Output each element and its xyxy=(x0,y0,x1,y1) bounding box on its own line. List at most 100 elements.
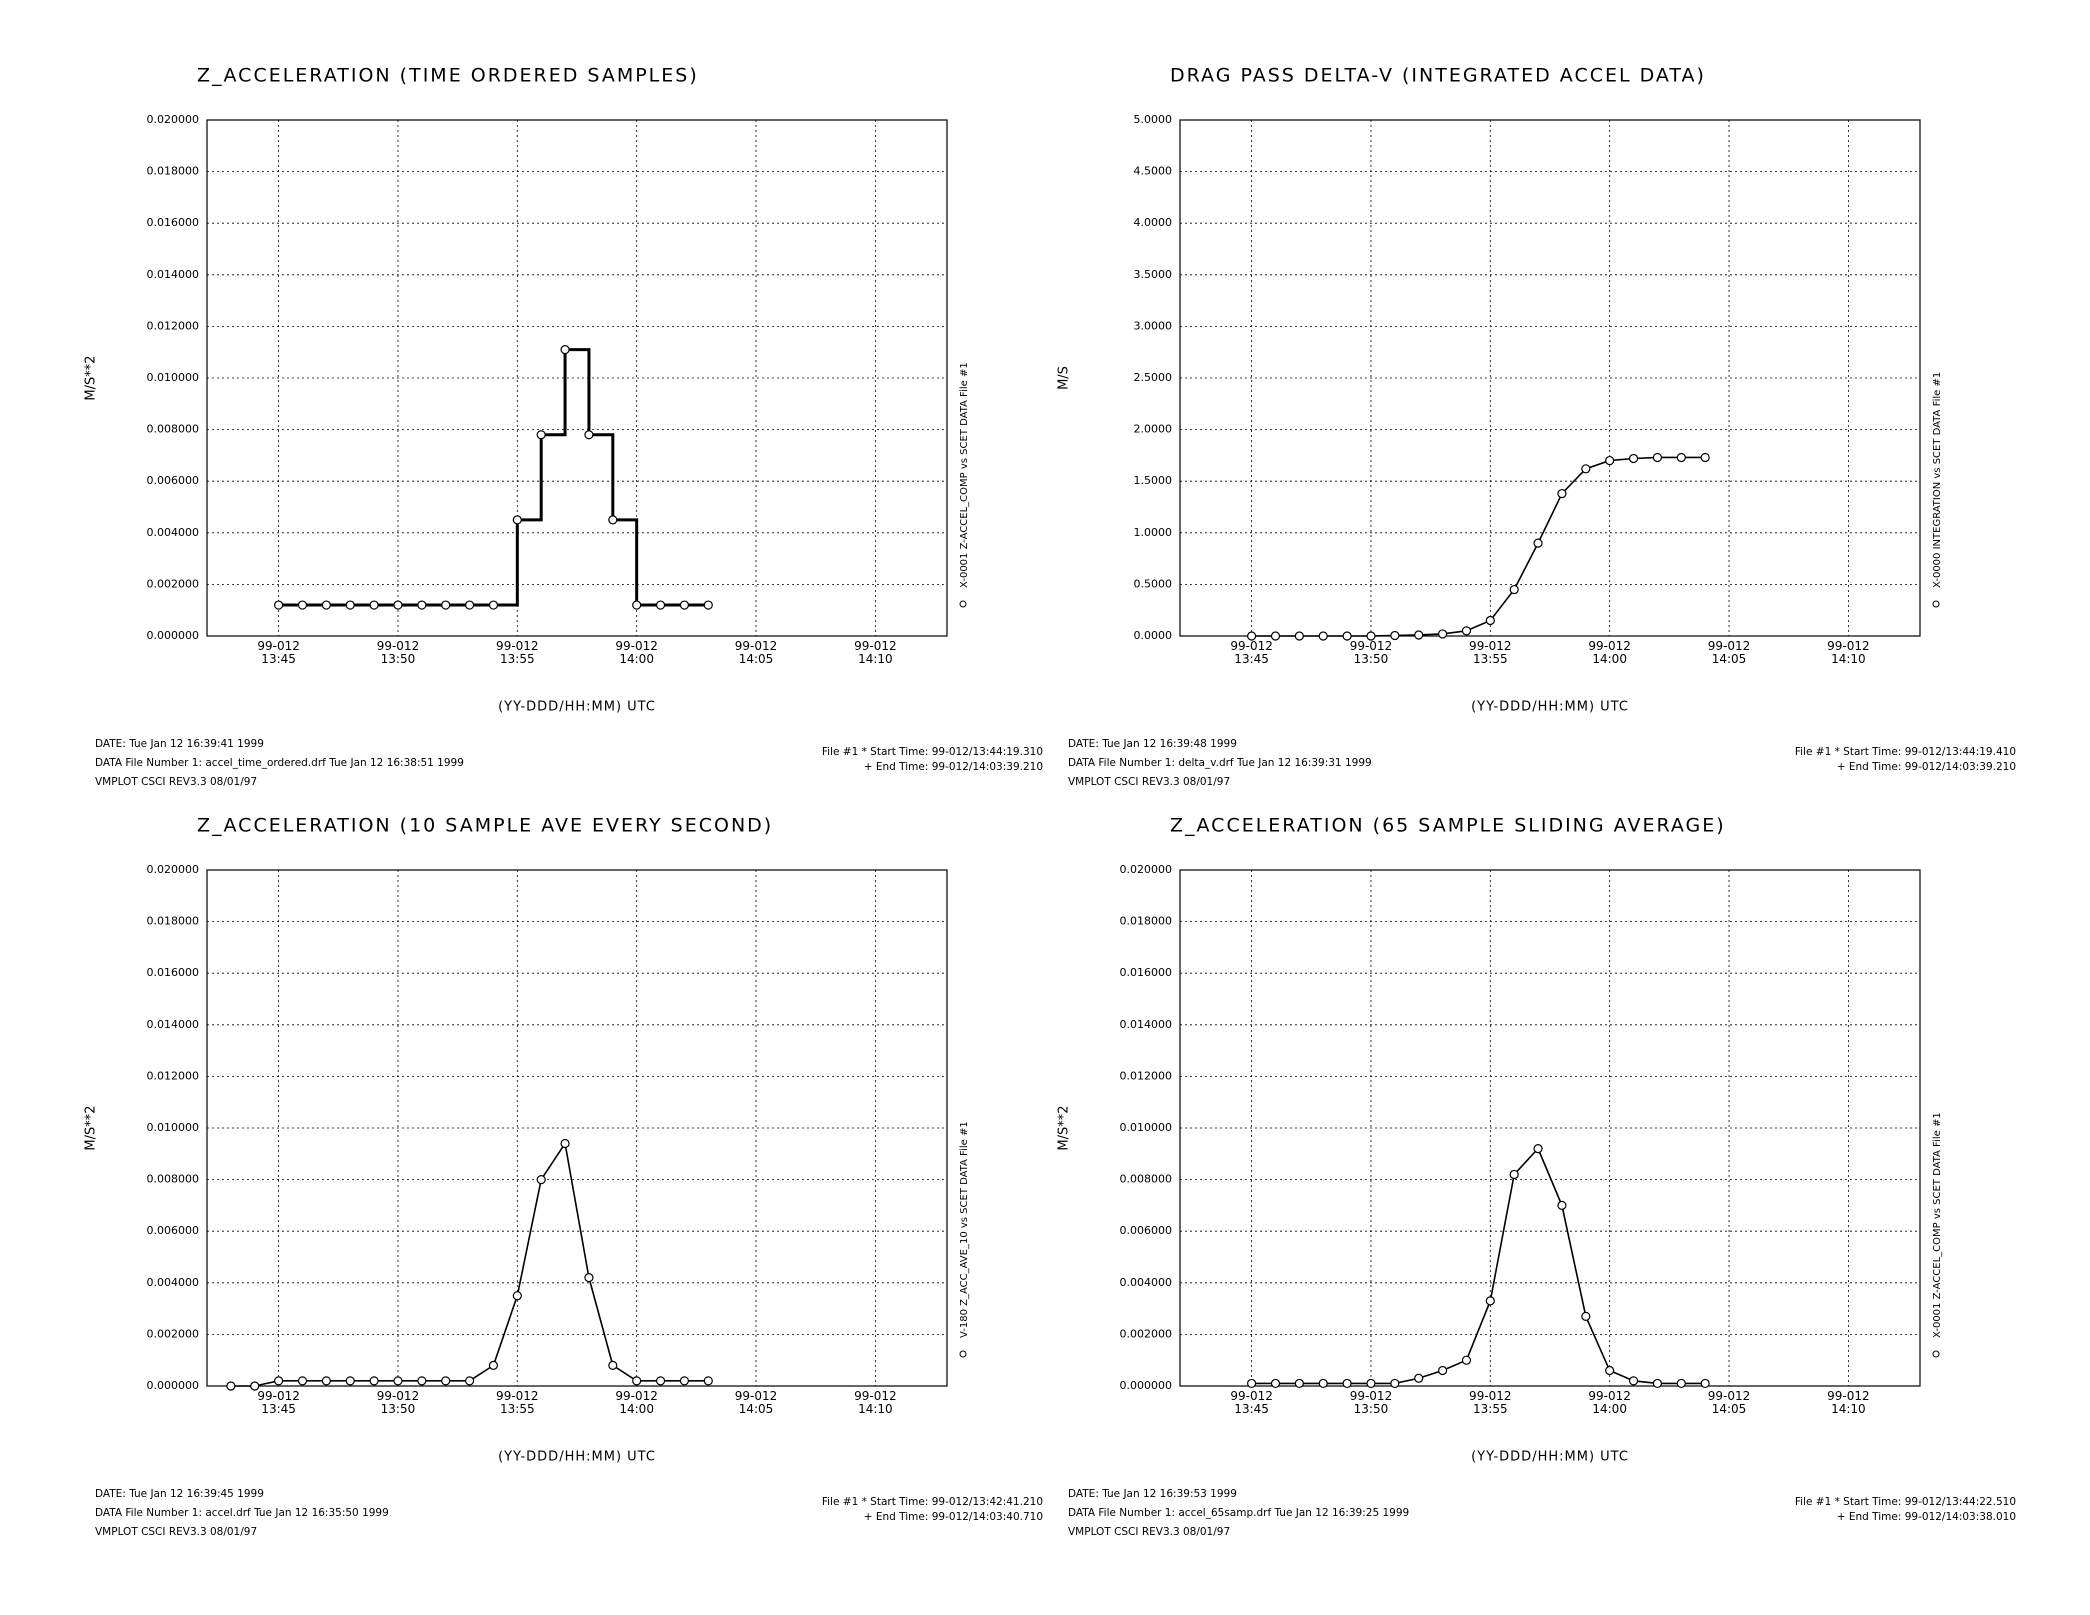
footer-start-time: File #1 * Start Time: 99-012/13:44:19.41… xyxy=(1795,746,2016,758)
data-marker xyxy=(1581,464,1591,474)
y-tick-label: 1.5000 xyxy=(1134,474,1173,487)
data-marker xyxy=(1366,631,1376,641)
data-marker xyxy=(1342,631,1352,641)
data-marker xyxy=(1414,630,1424,640)
y-tick-label: 4.5000 xyxy=(1134,165,1173,178)
footer-date: DATE: Tue Jan 12 16:39:53 1999 xyxy=(1068,1488,1237,1500)
x-tick-label: 99-012 13:45 xyxy=(257,1389,300,1416)
y-tick-label: 2.0000 xyxy=(1134,423,1173,436)
data-marker xyxy=(1700,1378,1710,1389)
data-marker xyxy=(1270,1378,1281,1389)
y-tick-label: 0.002000 xyxy=(147,1327,200,1340)
data-marker xyxy=(608,515,618,525)
data-marker xyxy=(1294,1378,1304,1389)
data-marker xyxy=(1342,1378,1352,1389)
x-axis-label: (YY-DDD/HH:MM) UTC xyxy=(1471,700,1629,715)
footer-data-file: DATA File Number 1: accel.drf Tue Jan 12… xyxy=(95,1507,389,1519)
side-symbol xyxy=(959,1350,967,1358)
footer-end-time: + End Time: 99-012/14:03:39.210 xyxy=(864,761,1043,773)
data-marker xyxy=(560,345,570,355)
y-tick-label: 0.020000 xyxy=(1120,863,1173,876)
side-label: X-0001 Z-ACCEL_COMP vs SCET DATA File #1 xyxy=(1932,1112,1943,1338)
y-tick-label: 0.016000 xyxy=(147,966,200,979)
data-marker xyxy=(1390,630,1400,641)
side-label: X-0000 INTEGRATION vs SCET DATA File #1 xyxy=(1932,372,1943,588)
data-marker xyxy=(1605,455,1615,466)
footer-version: VMPLOT CSCI REV3.3 08/01/97 xyxy=(95,776,257,788)
x-tick-label: 99-012 13:55 xyxy=(1469,1389,1512,1416)
data-marker xyxy=(464,600,475,610)
data-marker xyxy=(632,600,642,610)
x-tick-label: 99-012 14:10 xyxy=(854,1389,897,1416)
x-tick-label: 99-012 13:50 xyxy=(376,639,420,666)
data-marker xyxy=(369,600,379,610)
y-tick-label: 0.012000 xyxy=(147,319,200,332)
data-marker xyxy=(1652,452,1663,463)
data-marker xyxy=(250,1381,260,1391)
footer-end-time: + End Time: 99-012/14:03:38.010 xyxy=(1837,1511,2016,1523)
data-marker xyxy=(1509,1169,1519,1180)
y-tick-label: 0.010000 xyxy=(147,371,200,384)
y-tick-label: 0.020000 xyxy=(147,863,200,876)
y-tick-label: 0.006000 xyxy=(147,1224,200,1237)
footer-date: DATE: Tue Jan 12 16:39:41 1999 xyxy=(95,738,264,750)
side-label: V-180 Z_ACC_AVE_10 vs SCET DATA File #1 xyxy=(959,1121,970,1338)
data-marker xyxy=(1318,631,1328,641)
y-tick-label: 0.020000 xyxy=(147,113,200,126)
chart-title: Z_ACCELERATION (10 SAMPLE AVE EVERY SECO… xyxy=(197,815,773,837)
y-tick-label: 0.000000 xyxy=(147,1379,200,1392)
data-marker xyxy=(584,430,594,440)
y-axis-label: M/S**2 xyxy=(1057,1105,1072,1150)
x-axis-label: (YY-DDD/HH:MM) UTC xyxy=(1471,1450,1629,1465)
x-tick-label: 99-012 14:05 xyxy=(734,1389,778,1416)
data-marker xyxy=(393,600,403,610)
data-marker xyxy=(536,430,546,440)
data-marker xyxy=(417,1376,427,1386)
data-marker xyxy=(1461,626,1472,636)
x-tick-label: 99-012 13:45 xyxy=(257,639,300,666)
data-marker xyxy=(1366,1378,1376,1389)
y-tick-label: 1.0000 xyxy=(1134,526,1173,539)
y-tick-label: 0.0000 xyxy=(1134,629,1173,642)
footer-start-time: File #1 * Start Time: 99-012/13:42:41.21… xyxy=(822,1496,1043,1508)
data-marker xyxy=(297,1376,308,1386)
y-axis-label: M/S**2 xyxy=(84,355,99,400)
y-tick-label: 0.000000 xyxy=(147,629,200,642)
chart-title: Z_ACCELERATION (TIME ORDERED SAMPLES) xyxy=(197,65,699,87)
x-tick-label: 99-012 14:00 xyxy=(1588,1389,1631,1416)
x-tick-label: 99-012 13:55 xyxy=(1469,639,1512,666)
y-tick-label: 0.014000 xyxy=(147,268,200,281)
y-tick-label: 0.010000 xyxy=(147,1121,200,1134)
data-marker xyxy=(488,600,499,610)
data-marker xyxy=(703,1376,713,1386)
footer-data-file: DATA File Number 1: accel_65samp.drf Tue… xyxy=(1068,1507,1409,1519)
y-tick-label: 0.008000 xyxy=(147,1173,200,1186)
y-tick-label: 3.5000 xyxy=(1134,268,1173,281)
y-tick-label: 3.0000 xyxy=(1134,319,1173,332)
footer-start-time: File #1 * Start Time: 99-012/13:44:19.31… xyxy=(822,746,1043,758)
data-marker xyxy=(321,1376,331,1386)
data-marker xyxy=(1676,1378,1686,1389)
data-marker xyxy=(512,1291,522,1301)
side-symbol xyxy=(959,600,967,608)
y-axis-label: M/S**2 xyxy=(84,1105,99,1150)
data-marker xyxy=(1605,1365,1615,1376)
data-marker xyxy=(488,1360,499,1370)
y-tick-label: 0.004000 xyxy=(147,526,200,539)
data-marker xyxy=(584,1273,594,1283)
data-marker xyxy=(1414,1373,1424,1383)
data-line xyxy=(278,348,709,607)
data-marker xyxy=(1247,1378,1257,1389)
footer-start-time: File #1 * Start Time: 99-012/13:44:22.51… xyxy=(1795,1496,2016,1508)
data-marker xyxy=(560,1138,570,1149)
y-tick-label: 0.014000 xyxy=(1120,1018,1173,1031)
data-marker xyxy=(1628,1376,1639,1386)
y-tick-label: 0.014000 xyxy=(147,1018,200,1031)
x-axis-label: (YY-DDD/HH:MM) UTC xyxy=(498,700,656,715)
data-marker xyxy=(1700,452,1710,463)
data-marker xyxy=(1437,629,1448,639)
x-tick-label: 99-012 14:00 xyxy=(615,1389,658,1416)
y-tick-label: 0.002000 xyxy=(147,577,200,590)
data-marker xyxy=(1485,1296,1495,1306)
data-marker xyxy=(1676,452,1686,463)
